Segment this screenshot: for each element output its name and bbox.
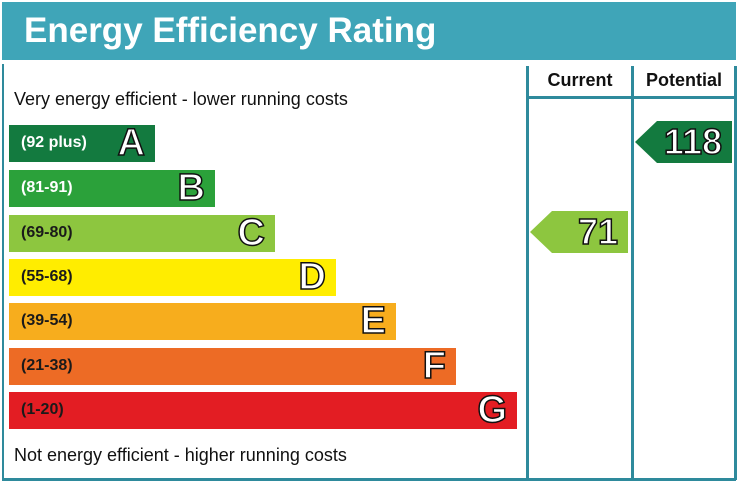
- band-letter: A: [117, 122, 146, 164]
- arrow-shape-icon: [635, 121, 732, 163]
- current-rating-arrow: 71: [530, 210, 628, 253]
- band-a: (92 plus) A: [9, 122, 155, 164]
- divider-potential-right: [734, 66, 737, 480]
- band-e: (39-54) E: [9, 300, 396, 342]
- band-range-label: (39-54): [21, 312, 73, 329]
- frame-bottom-border: [2, 478, 736, 481]
- potential-rating-arrow: 118: [635, 120, 732, 163]
- potential-rating-value: 118: [663, 120, 723, 163]
- band-range-label: (92 plus): [21, 134, 87, 151]
- band-letter: C: [237, 212, 266, 254]
- chart-header: Energy Efficiency Rating: [2, 2, 736, 60]
- band-letter: E: [360, 300, 387, 342]
- band-c: (69-80) C: [9, 212, 275, 254]
- caption-bottom: Not energy efficient - higher running co…: [14, 445, 347, 465]
- arrow-shape-icon: [530, 211, 628, 253]
- band-letter: F: [422, 345, 447, 387]
- current-rating-value: 71: [577, 210, 619, 253]
- band-range-label: (1-20): [21, 401, 64, 418]
- caption-top: Very energy efficient - lower running co…: [14, 89, 348, 109]
- frame-left-border: [2, 64, 4, 480]
- band-range-label: (55-68): [21, 268, 73, 285]
- divider-current-right: [631, 66, 634, 480]
- column-header-current: Current: [547, 70, 613, 90]
- band-range-label: (21-38): [21, 357, 73, 374]
- band-range-label: (81-91): [21, 179, 73, 196]
- chart-title: Energy Efficiency Rating: [24, 11, 437, 50]
- band-letter: B: [177, 167, 206, 209]
- column-header-potential: Potential: [645, 70, 722, 90]
- band-f: (21-38) F: [9, 345, 456, 387]
- divider-current-left: [526, 66, 529, 480]
- band-b: (81-91) B: [9, 167, 215, 209]
- band-letter: D: [298, 256, 327, 298]
- column-header-divider: [526, 96, 737, 99]
- band-range-label: (69-80): [21, 224, 73, 241]
- band-d: (55-68) D: [9, 256, 336, 298]
- band-letter: G: [477, 389, 508, 431]
- band-g: (1-20) G: [9, 389, 517, 431]
